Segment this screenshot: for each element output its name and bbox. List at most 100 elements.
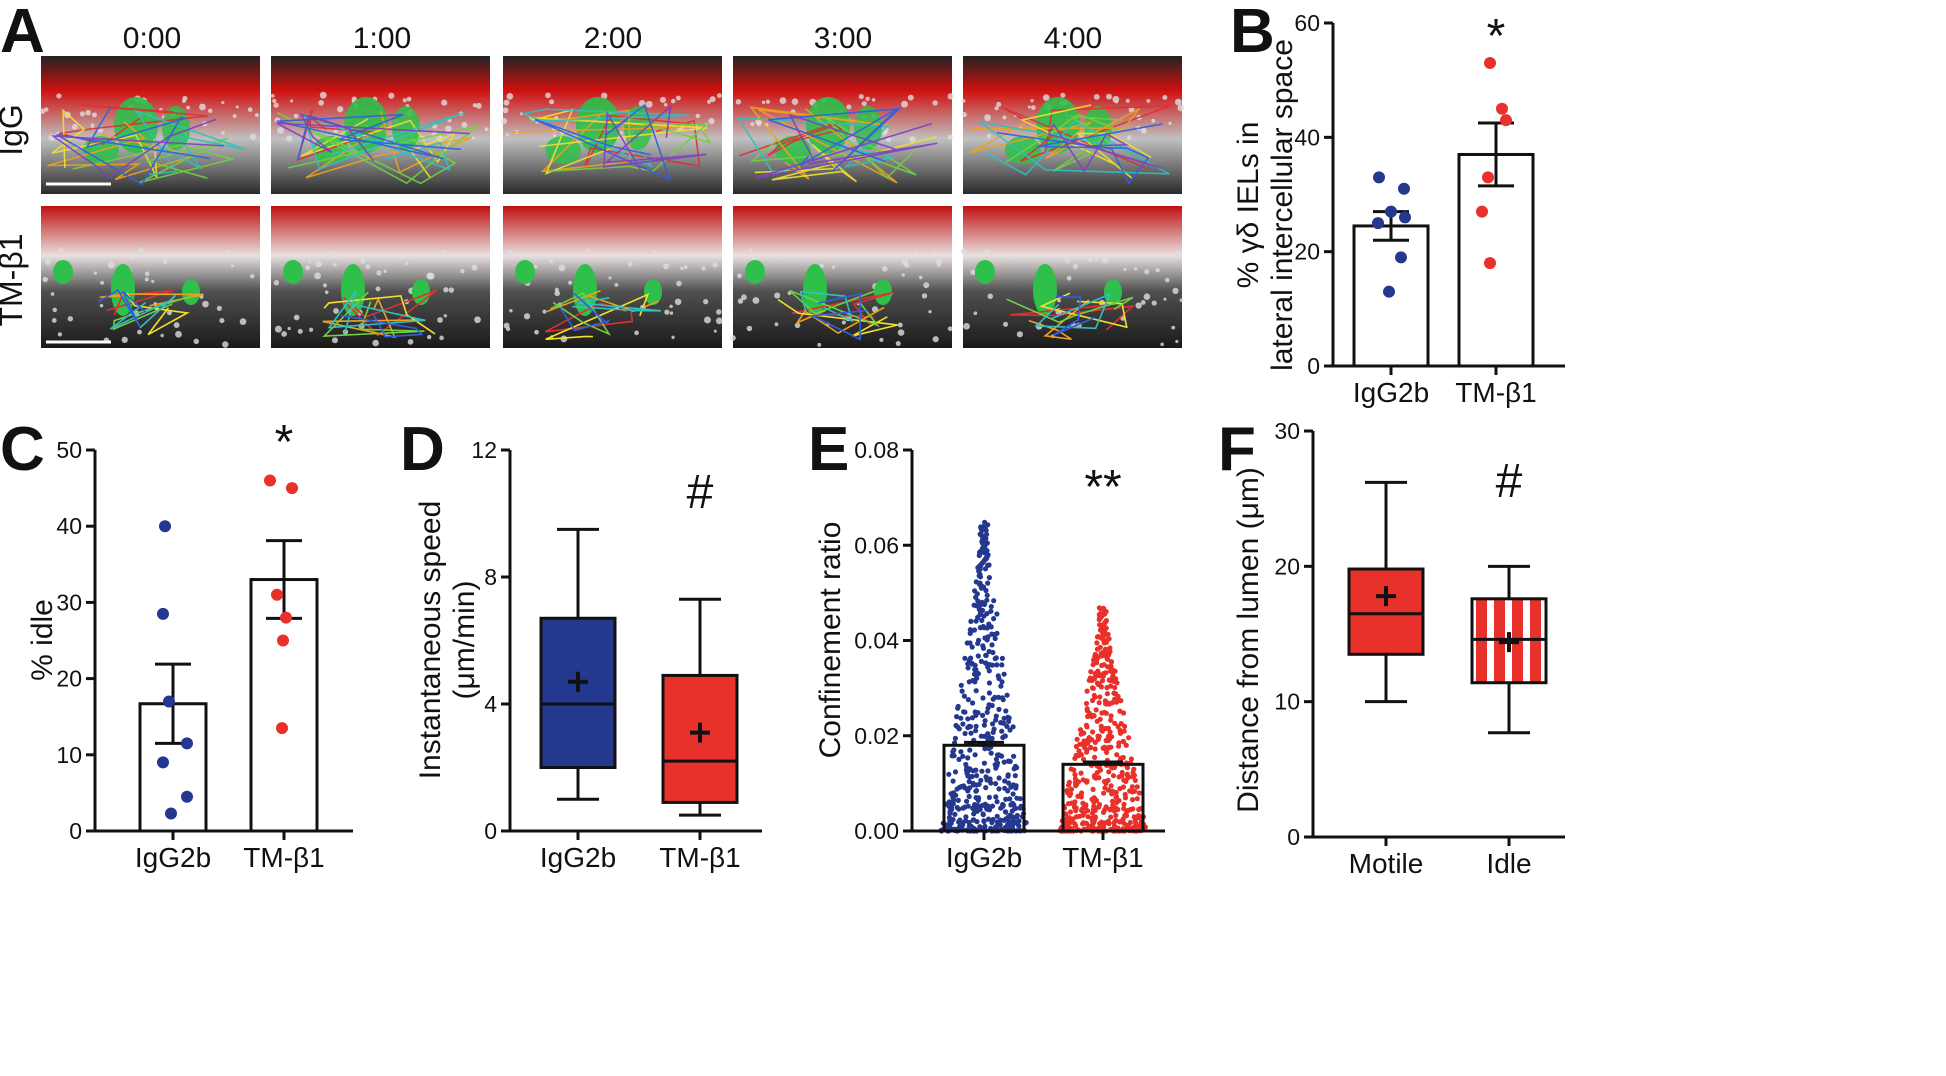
- x-tick-label: IgG2b: [540, 842, 616, 873]
- data-point: [1373, 171, 1385, 184]
- data-point: [999, 679, 1005, 685]
- data-point: [991, 616, 997, 622]
- data-point: [1121, 806, 1127, 812]
- data-point: [1098, 723, 1104, 729]
- speckle: [99, 303, 104, 308]
- y-tick-label: 40: [1294, 124, 1320, 150]
- data-point: [952, 735, 959, 741]
- data-point: [1066, 782, 1072, 788]
- data-point: [1011, 802, 1017, 808]
- speckle: [947, 134, 953, 140]
- track: [1053, 296, 1095, 336]
- data-point: [1105, 745, 1111, 751]
- speckle: [765, 99, 771, 104]
- data-point: [989, 631, 995, 637]
- data-point: [1112, 720, 1118, 726]
- track: [572, 297, 662, 312]
- speckle: [871, 98, 876, 102]
- speckle: [162, 259, 168, 265]
- data-point: [998, 720, 1004, 726]
- significance-marker: #: [1496, 455, 1523, 508]
- speckle: [186, 105, 190, 110]
- speckle: [608, 276, 612, 280]
- speckle: [865, 96, 870, 102]
- speckle: [443, 287, 449, 293]
- data-point: [982, 519, 988, 526]
- speckle: [645, 100, 653, 108]
- data-point: [966, 657, 973, 663]
- speckle: [407, 339, 414, 345]
- data-point: [1078, 731, 1084, 737]
- speckle: [287, 326, 291, 331]
- speckle: [909, 136, 916, 143]
- speckle: [333, 308, 339, 314]
- data-point: [1011, 753, 1017, 759]
- speckle: [676, 280, 682, 287]
- micrograph-tm: [41, 206, 260, 348]
- data-point: [961, 709, 967, 715]
- speckle: [846, 104, 852, 110]
- speckle: [247, 107, 253, 112]
- track: [550, 292, 612, 336]
- data-point: [1004, 723, 1010, 730]
- track: [545, 292, 650, 341]
- speckle: [1014, 252, 1018, 257]
- data-point: [1120, 738, 1126, 744]
- data-point: [1011, 766, 1017, 772]
- speckle: [895, 341, 901, 347]
- y-tick-label: 4: [484, 691, 497, 717]
- speckle: [461, 122, 468, 128]
- track: [520, 108, 689, 169]
- data-point: [1116, 774, 1122, 780]
- data-point: [1119, 769, 1125, 776]
- data-point: [986, 680, 993, 686]
- data-point: [960, 721, 966, 727]
- data-point: [1399, 211, 1411, 224]
- data-point: [965, 788, 971, 794]
- speckle: [756, 120, 762, 127]
- data-point: [1080, 821, 1086, 827]
- data-point: [1007, 727, 1013, 733]
- speckle: [987, 293, 994, 300]
- data-point: [1089, 714, 1095, 720]
- speckle: [1160, 342, 1164, 347]
- data-point: [1086, 738, 1092, 744]
- data-point: [1012, 773, 1018, 779]
- data-point: [978, 585, 985, 591]
- speckle: [701, 266, 706, 271]
- data-point: [1089, 810, 1096, 816]
- speckle: [286, 135, 293, 142]
- speckle: [669, 304, 673, 309]
- speckle: [137, 329, 142, 335]
- data-point: [1101, 790, 1107, 796]
- speckle: [533, 265, 538, 269]
- track: [546, 289, 659, 313]
- speckle: [541, 253, 546, 258]
- speckle: [1071, 254, 1075, 258]
- data-point: [967, 640, 973, 646]
- speckle: [627, 261, 633, 267]
- data-point: [1097, 694, 1103, 700]
- significance-marker: *: [1487, 10, 1506, 63]
- data-point: [984, 709, 990, 715]
- data-point: [1100, 673, 1106, 679]
- speckle: [60, 256, 65, 261]
- speckle: [549, 99, 555, 105]
- data-point: [1009, 808, 1015, 814]
- mean-marker: [1499, 632, 1519, 653]
- data-point: [1063, 816, 1069, 822]
- speckle: [817, 342, 822, 347]
- data-point: [952, 811, 958, 818]
- data-point: [1083, 700, 1090, 707]
- data-point: [967, 724, 974, 730]
- y-tick-label: 8: [484, 564, 497, 590]
- track: [511, 109, 682, 173]
- time-label: 2:00: [584, 22, 642, 55]
- speckle: [897, 329, 905, 336]
- data-point: [984, 548, 990, 554]
- x-tick-label: IgG2b: [135, 842, 211, 873]
- speckle: [509, 308, 513, 313]
- box: [539, 616, 617, 770]
- speckle: [324, 290, 329, 295]
- speckle: [222, 341, 229, 348]
